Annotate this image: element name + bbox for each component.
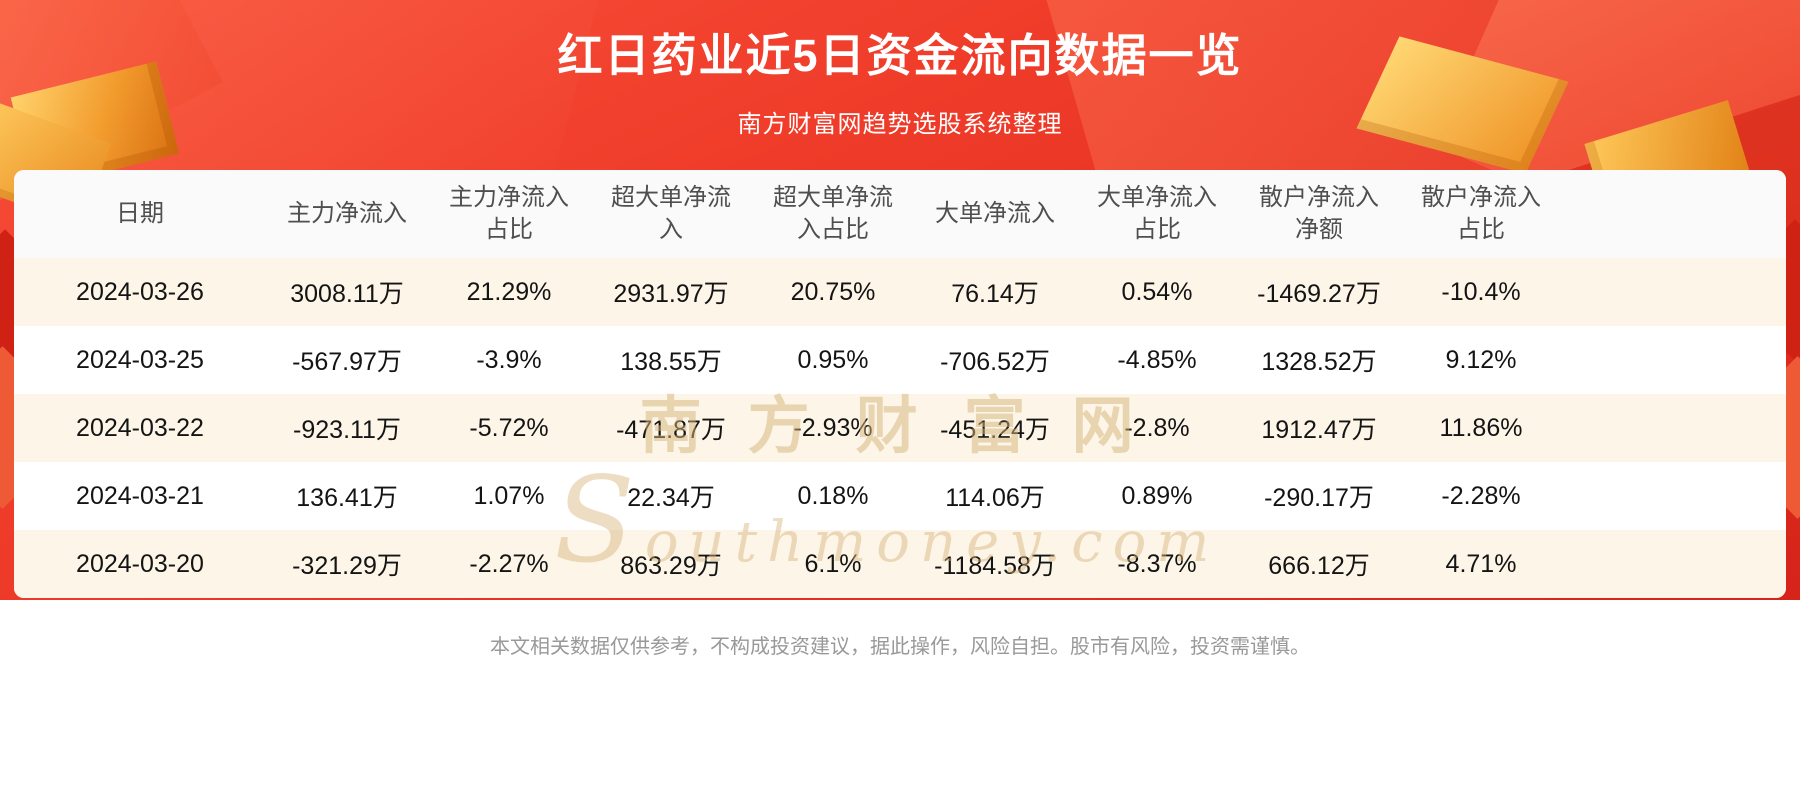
table-cell: 2024-03-21: [76, 481, 204, 510]
content: 红日药业近5日资金流向数据一览 南方财富网趋势选股系统整理 日期 主力净流入 主力净…: [14, 30, 1786, 658]
table-cell: 114.06万: [945, 484, 1045, 512]
table-cell: -706.52万: [940, 348, 1050, 376]
table-cell: -1184.58万: [934, 552, 1056, 580]
table-row: 2024-03-26 3008.11万 21.29% 2931.97万 20.75% 76…: [14, 258, 1786, 326]
table-cell: 666.12万: [1268, 552, 1370, 580]
table-row: 2024-03-22 -923.11万 -5.72% -471.87万 -2.93% -4…: [14, 394, 1786, 462]
table-cell: -1469.27万: [1257, 280, 1381, 308]
filler-cell: [1562, 258, 1786, 326]
table-cell: -321.29万: [292, 552, 402, 580]
table-body: 2024-03-26 3008.11万 21.29% 2931.97万 20.75% 76…: [14, 258, 1786, 598]
table-cell: -471.87万: [616, 416, 726, 444]
table-cell: -2.27%: [469, 549, 549, 578]
column-header: 散户净流入 占比: [1421, 184, 1541, 243]
column-header: 大单净流入 占比: [1097, 184, 1217, 243]
table-cell: -2.28%: [1441, 481, 1521, 510]
filler-cell: [1562, 462, 1786, 530]
column-header: 散户净流入 净额: [1259, 184, 1379, 243]
table-cell: 2024-03-25: [76, 345, 204, 374]
table-cell: 0.18%: [797, 481, 869, 510]
table-row: 2024-03-21 136.41万 1.07% 22.34万 0.18% 114.06万…: [14, 462, 1786, 530]
table-cell: 0.95%: [797, 345, 869, 374]
table-cell: 0.54%: [1121, 277, 1193, 306]
table-cell: -923.11万: [293, 416, 401, 444]
table-cell: 136.41万: [296, 484, 398, 512]
table-cell: -451.24万: [940, 416, 1050, 444]
table-cell: 22.34万: [627, 484, 715, 512]
filler-cell: [1562, 326, 1786, 394]
column-header: 主力净流入: [287, 200, 407, 227]
table-cell: 20.75%: [790, 277, 876, 306]
table-row: 2024-03-25 -567.97万 -3.9% 138.55万 0.95% -706.…: [14, 326, 1786, 394]
table-cell: 9.12%: [1445, 345, 1517, 374]
fund-flow-table-card: 日期 主力净流入 主力净流入 占比 超大单净流 入超大单净流 入占比 大单净流入 大单净流…: [14, 170, 1786, 598]
table-cell: 21.29%: [466, 277, 552, 306]
filler-cell: [1562, 530, 1786, 598]
table-cell: -5.72%: [469, 413, 549, 442]
table-cell: -2.8%: [1124, 413, 1190, 442]
column-header: 大单净流入: [935, 200, 1055, 227]
table-cell: 3008.11万: [290, 280, 404, 308]
page-title: 红日药业近5日资金流向数据一览: [557, 30, 1243, 81]
table-cell: 1.07%: [473, 481, 545, 510]
table-cell: -10.4%: [1441, 277, 1521, 306]
disclaimer-text: 本文相关数据仅供参考，不构成投资建议，据此操作，风险自担。股市有风险，投资需谨慎…: [490, 636, 1310, 658]
table-cell: 2024-03-26: [76, 277, 204, 306]
filler-header: [1562, 170, 1786, 258]
table-cell: 2024-03-22: [76, 413, 204, 442]
table-cell: 76.14万: [951, 280, 1039, 308]
table-cell: 138.55万: [620, 348, 722, 376]
page-subtitle: 南方财富网趋势选股系统整理: [737, 111, 1063, 138]
table-cell: 11.86%: [1439, 413, 1523, 442]
column-header: 日期: [116, 200, 164, 227]
table-cell: -567.97万: [292, 348, 402, 376]
table-row: 2024-03-20 -321.29万 -2.27% 863.29万 6.1% -1184…: [14, 530, 1786, 598]
fund-flow-table: 日期 主力净流入 主力净流入 占比 超大单净流 入超大单净流 入占比 大单净流入 大单净流…: [14, 170, 1786, 598]
table-cell: -2.93%: [793, 413, 873, 442]
table-cell: 4.71%: [1445, 549, 1517, 578]
column-header: 主力净流入 占比: [449, 184, 569, 243]
table-header: 日期 主力净流入 主力净流入 占比 超大单净流 入超大单净流 入占比 大单净流入 大单净流…: [14, 170, 1786, 258]
table-cell: -4.85%: [1117, 345, 1197, 374]
table-cell: 2024-03-20: [76, 549, 204, 578]
filler-cell: [1562, 394, 1786, 462]
table-cell: 2931.97万: [613, 280, 729, 308]
table-header-row: 日期 主力净流入 主力净流入 占比 超大单净流 入超大单净流 入占比 大单净流入 大单净流…: [14, 170, 1786, 258]
column-header: 超大单净流 入占比: [773, 184, 893, 243]
table-cell: 6.1%: [804, 549, 862, 578]
table-cell: 1912.47万: [1261, 416, 1377, 444]
column-header: 超大单净流 入: [611, 184, 731, 243]
table-cell: -3.9%: [476, 345, 542, 374]
table-cell: -290.17万: [1264, 484, 1374, 512]
table-cell: -8.37%: [1117, 549, 1197, 578]
table-cell: 863.29万: [620, 552, 722, 580]
table-cell: 0.89%: [1121, 481, 1193, 510]
table-cell: 1328.52万: [1261, 348, 1377, 376]
